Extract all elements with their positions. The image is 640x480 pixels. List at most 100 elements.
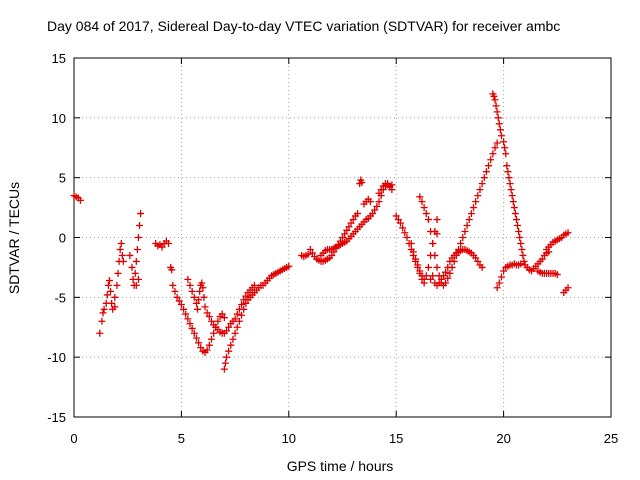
- data-point: [510, 204, 518, 212]
- data-point: [199, 284, 207, 292]
- data-point: [339, 234, 346, 241]
- data-point: [502, 150, 510, 158]
- data-point: [210, 329, 218, 337]
- x-tick-label: 0: [70, 431, 77, 446]
- data-point: [433, 216, 441, 224]
- data-point: [538, 255, 546, 263]
- data-point: [442, 268, 450, 276]
- data-point: [463, 222, 471, 230]
- y-tick-label: -15: [47, 410, 66, 425]
- data-point: [493, 284, 501, 292]
- data-point: [435, 279, 443, 287]
- data-point: [117, 239, 125, 247]
- data-point: [190, 329, 198, 337]
- data-point: [207, 335, 215, 343]
- data-point: [500, 138, 508, 146]
- data-point: [113, 281, 121, 289]
- data-point: [177, 301, 185, 309]
- series-arc-1: [70, 192, 84, 204]
- data-point: [437, 275, 445, 283]
- data-point: [184, 275, 192, 283]
- data-point: [285, 262, 293, 270]
- series-arc-3: [111, 239, 127, 301]
- data-point: [369, 210, 377, 218]
- data-point: [137, 210, 145, 218]
- data-point: [392, 212, 400, 220]
- data-point: [190, 293, 198, 301]
- data-point: [366, 198, 374, 206]
- data-point: [169, 281, 177, 289]
- data-point: [427, 275, 435, 283]
- series-arc-18: [427, 245, 486, 289]
- data-point: [203, 309, 211, 317]
- data-point: [188, 324, 196, 332]
- data-point: [104, 281, 112, 289]
- x-tick-label: 25: [604, 431, 618, 446]
- data-point: [446, 269, 454, 277]
- x-tick-label: 10: [282, 431, 296, 446]
- data-point: [188, 287, 196, 295]
- data-point: [394, 216, 402, 224]
- data-point: [220, 365, 228, 373]
- data-point: [168, 266, 176, 274]
- data-point: [192, 334, 200, 342]
- data-point: [416, 267, 424, 275]
- data-point: [377, 186, 385, 194]
- data-point: [388, 181, 396, 189]
- data-point: [107, 287, 115, 295]
- y-tick-label: 10: [52, 111, 66, 126]
- data-point: [205, 312, 213, 320]
- data-point: [418, 198, 426, 206]
- x-tick-label: 15: [389, 431, 403, 446]
- series-arc-21: [493, 260, 525, 292]
- data-point: [497, 273, 505, 281]
- data-point: [511, 210, 519, 218]
- data-point: [472, 254, 480, 262]
- data-point: [482, 168, 490, 176]
- data-point: [373, 202, 381, 210]
- data-point: [186, 320, 194, 328]
- data-point: [446, 257, 454, 265]
- data-point: [136, 222, 144, 230]
- series-arc-17: [416, 139, 501, 289]
- data-point: [98, 317, 106, 325]
- data-point: [328, 251, 336, 259]
- data-point: [220, 314, 228, 322]
- data-point: [399, 224, 407, 232]
- data-point: [184, 315, 192, 323]
- data-point: [131, 269, 139, 277]
- data-point: [134, 234, 142, 241]
- data-point: [231, 315, 239, 323]
- data-point: [470, 204, 478, 212]
- data-point: [553, 271, 561, 279]
- x-axis-label: GPS time / hours: [287, 458, 394, 474]
- data-point: [198, 279, 206, 287]
- data-point: [495, 120, 503, 128]
- data-point: [457, 239, 465, 247]
- data-point: [515, 228, 523, 236]
- data-point: [180, 305, 188, 313]
- data-point: [306, 245, 314, 253]
- data-point: [467, 210, 475, 218]
- data-point: [111, 303, 119, 311]
- data-point: [118, 251, 126, 259]
- data-point: [496, 126, 504, 134]
- data-point: [240, 305, 248, 313]
- data-point: [492, 102, 500, 110]
- data-point: [114, 269, 122, 277]
- data-point: [444, 274, 452, 282]
- data-point: [205, 341, 213, 349]
- data-point: [420, 204, 428, 212]
- data-point: [420, 275, 428, 283]
- data-point: [195, 296, 203, 304]
- data-point: [518, 245, 526, 253]
- series-arc-4: [126, 210, 145, 289]
- data-point: [214, 317, 222, 325]
- series-arc-10: [298, 250, 312, 261]
- y-axis-label: SDTVAR / TECUs: [6, 182, 22, 294]
- series-arc-23: [543, 229, 572, 253]
- series-arc-22: [534, 267, 561, 279]
- data-point: [132, 257, 140, 265]
- data-point: [227, 341, 235, 349]
